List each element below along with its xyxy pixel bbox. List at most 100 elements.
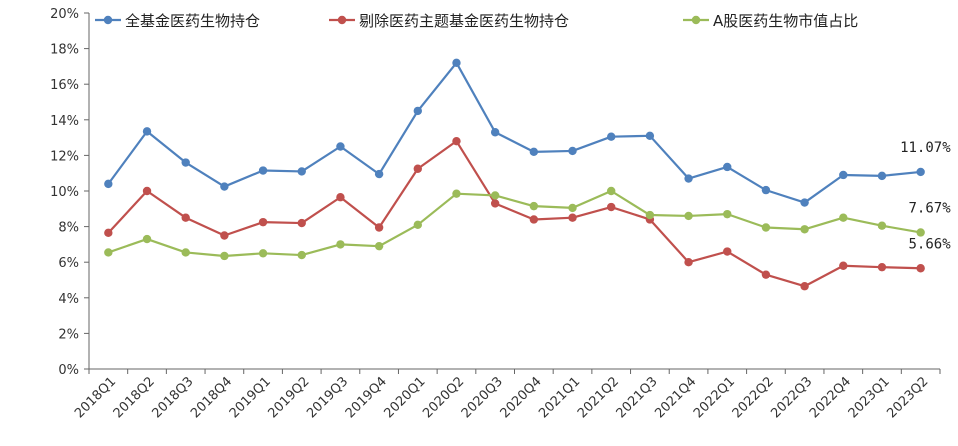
legend: 全基金医药生物持仓 剔除医药主题基金医药生物持仓 A股医药生物市值占比 <box>95 12 858 30</box>
data-point <box>258 166 268 175</box>
data-point <box>490 191 500 200</box>
data-point <box>142 127 152 136</box>
data-point <box>336 142 345 151</box>
x-tick-label: 2018Q4 <box>188 374 235 421</box>
x-tick-label: 2019Q2 <box>265 374 312 421</box>
data-point <box>529 147 539 157</box>
y-tick-label: 8% <box>58 221 79 236</box>
x-tick-label: 2020Q2 <box>420 374 467 421</box>
data-point <box>684 258 693 267</box>
y-tick-label: 0% <box>58 363 79 378</box>
data-point <box>258 249 268 258</box>
data-point <box>258 217 268 227</box>
series-line <box>107 140 921 288</box>
end-label-2: 5.66% <box>909 236 952 252</box>
legend-item-3: A股医药生物市值占比 <box>683 12 858 30</box>
data-point <box>297 250 306 260</box>
data-point <box>877 221 887 230</box>
data-point <box>336 193 345 202</box>
x-tick-label: 2018Q1 <box>72 374 119 421</box>
data-point <box>568 146 577 156</box>
x-tick-label: 2023Q1 <box>846 374 893 421</box>
y-tick-label: 18% <box>50 43 79 58</box>
data-point <box>839 213 848 222</box>
x-tick-label: 2019Q3 <box>304 374 351 421</box>
data-point <box>800 198 809 207</box>
data-point <box>568 213 577 222</box>
data-point <box>723 162 732 172</box>
x-tick-label: 2022Q3 <box>768 374 815 421</box>
legend-swatch-marker <box>103 15 113 25</box>
data-point <box>452 136 461 146</box>
data-point <box>761 185 771 195</box>
data-point <box>181 213 190 222</box>
data-point <box>568 203 577 213</box>
x-tick-label: 2022Q1 <box>691 374 738 421</box>
data-point <box>452 189 461 198</box>
data-point <box>413 164 422 173</box>
x-tick-label: 2021Q1 <box>536 374 583 421</box>
data-point <box>413 220 422 230</box>
data-point <box>800 225 809 234</box>
data-point <box>684 174 693 183</box>
series-2 <box>104 136 925 291</box>
data-point <box>413 106 422 116</box>
y-tick-label: 20% <box>50 7 79 22</box>
x-tick-label: 2021Q3 <box>614 374 661 421</box>
data-point <box>684 211 693 221</box>
data-point <box>297 167 306 176</box>
data-point <box>607 202 616 212</box>
series-3 <box>104 186 925 261</box>
data-point <box>220 251 229 261</box>
x-tick-label: 2021Q2 <box>575 374 622 421</box>
x-tick-label: 2020Q1 <box>382 374 429 421</box>
y-tick-label: 6% <box>58 256 79 271</box>
data-point <box>529 201 539 211</box>
series-layer <box>104 58 925 291</box>
series-line <box>107 61 921 204</box>
x-tick-label: 2021Q4 <box>652 374 699 421</box>
x-axis: 2018Q12018Q22018Q32018Q42019Q12019Q22019… <box>72 368 941 421</box>
data-point <box>374 241 384 251</box>
data-point <box>142 234 152 244</box>
x-tick-label: 2022Q4 <box>807 374 854 421</box>
data-point <box>877 262 887 272</box>
x-tick-label: 2022Q2 <box>730 374 777 421</box>
data-point <box>374 169 384 179</box>
data-point <box>490 199 500 208</box>
data-point <box>142 186 152 196</box>
data-point <box>220 231 229 240</box>
end-label-1: 11.07% <box>900 140 951 156</box>
data-point <box>181 158 190 167</box>
y-tick-label: 14% <box>50 114 79 129</box>
x-tick-label: 2019Q4 <box>343 374 390 421</box>
data-point <box>490 128 500 137</box>
data-point <box>916 264 925 273</box>
data-point <box>220 182 229 191</box>
data-point <box>839 170 848 180</box>
legend-swatch-marker <box>337 15 347 25</box>
data-point <box>181 248 190 257</box>
data-point <box>761 270 771 279</box>
data-point <box>374 223 384 232</box>
data-point <box>104 179 113 189</box>
data-point <box>645 131 655 141</box>
legend-label: 全基金医药生物持仓 <box>125 12 260 30</box>
data-point <box>607 186 616 196</box>
y-tick-label: 2% <box>58 327 79 342</box>
x-tick-label: 2018Q3 <box>149 374 196 421</box>
data-point <box>723 209 732 219</box>
legend-item-1: 全基金医药生物持仓 <box>95 12 260 30</box>
series-1 <box>104 58 925 207</box>
x-tick-label: 2020Q4 <box>498 374 545 421</box>
legend-label: 剔除医药主题基金医药生物持仓 <box>359 12 569 30</box>
data-point <box>452 58 461 68</box>
data-point <box>607 132 616 141</box>
y-axis: 0% 2% 4% 6% 8% 10% 12% 14% 16% 18% 20% <box>50 7 90 378</box>
data-point <box>916 167 925 177</box>
y-tick-label: 4% <box>58 292 79 307</box>
x-tick-label: 2023Q2 <box>884 374 931 421</box>
y-tick-label: 12% <box>50 149 79 164</box>
data-point <box>800 282 809 291</box>
data-point <box>104 248 113 257</box>
